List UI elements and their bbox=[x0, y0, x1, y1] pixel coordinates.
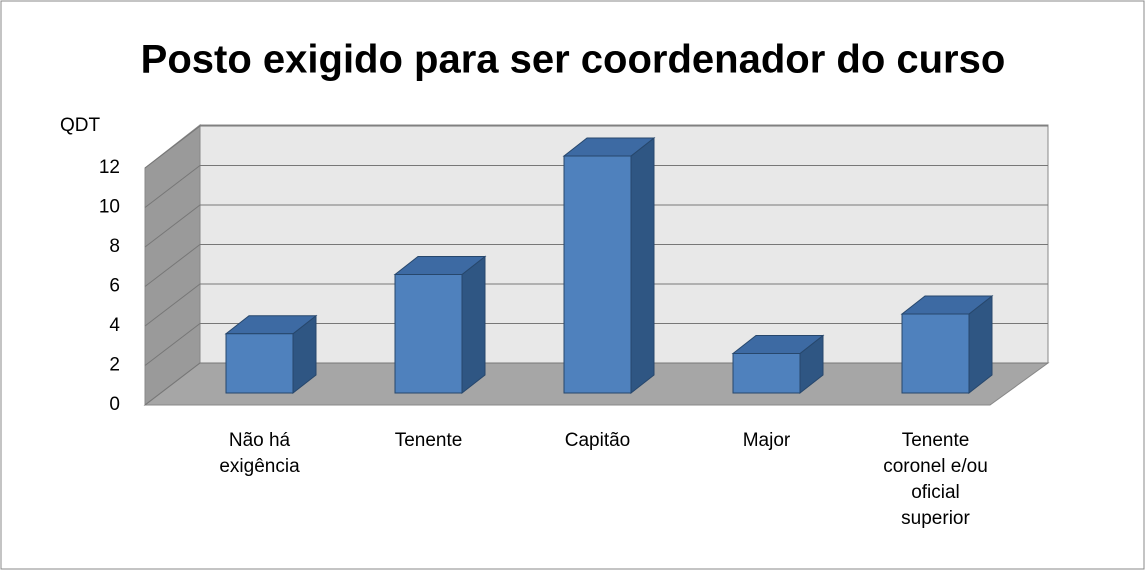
y-axis-label: QDT bbox=[60, 115, 101, 136]
x-tick-label: Não há exigência bbox=[219, 430, 300, 477]
bar-side bbox=[630, 136, 655, 395]
bar bbox=[394, 274, 463, 394]
grid-line bbox=[144, 204, 1048, 248]
bar bbox=[732, 353, 801, 394]
y-tick-label: 0 bbox=[109, 394, 120, 415]
y-tick-label: 8 bbox=[109, 236, 120, 257]
grid-line bbox=[144, 125, 1048, 169]
x-tick-label: Tenente bbox=[394, 430, 463, 451]
bar-side bbox=[461, 255, 486, 395]
x-tick-label: Major bbox=[742, 430, 791, 451]
y-tick-label: 4 bbox=[109, 315, 120, 336]
x-tick-label: Capitão bbox=[564, 430, 631, 451]
y-tick-label: 12 bbox=[99, 157, 120, 178]
y-tick-label: 6 bbox=[109, 276, 120, 297]
grid-line bbox=[144, 244, 1048, 287]
bar bbox=[563, 155, 632, 394]
bar bbox=[901, 313, 970, 394]
chart-title: Posto exigido para ser coordenador do cu… bbox=[141, 38, 1006, 82]
x-tick-label: Tenente coronel e/ou oficial superior bbox=[883, 430, 988, 529]
grid-line bbox=[144, 283, 1048, 327]
grid-line bbox=[144, 323, 1048, 366]
grid-line bbox=[144, 165, 1048, 208]
bar bbox=[225, 333, 294, 394]
y-tick-label: 10 bbox=[99, 197, 120, 218]
y-tick-label: 2 bbox=[109, 355, 120, 376]
